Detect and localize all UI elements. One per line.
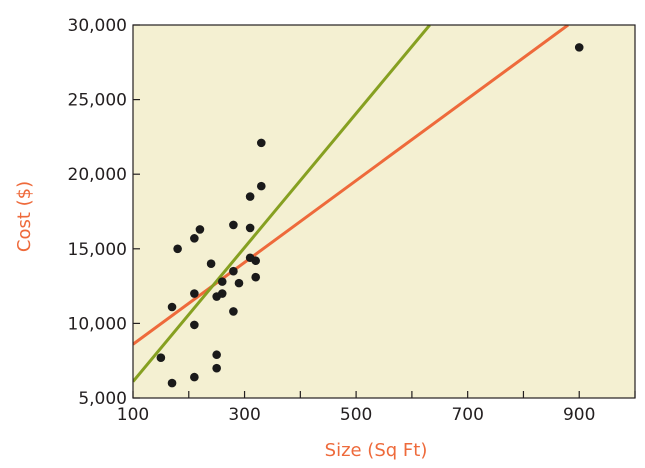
data-point xyxy=(212,350,221,360)
data-point xyxy=(229,266,238,276)
y-axis-label: Cost ($) xyxy=(14,181,35,252)
y-tick-label: 30,000 xyxy=(68,16,127,36)
x-tick-label: 500 xyxy=(340,405,372,425)
x-axis-label: Size (Sq Ft) xyxy=(325,440,428,461)
data-point xyxy=(212,363,221,373)
y-tick-label: 25,000 xyxy=(68,91,127,111)
x-axis: 100 300 500 700 900 xyxy=(117,391,636,425)
data-point xyxy=(251,256,261,266)
data-point xyxy=(217,277,227,286)
data-point xyxy=(156,353,166,363)
data-point xyxy=(245,223,255,233)
data-point xyxy=(245,192,255,201)
data-point xyxy=(256,138,266,148)
y-axis: 5,000 10,000 15,000 20,000 25,000 30,000 xyxy=(68,16,140,409)
data-point xyxy=(251,272,261,282)
y-tick-label: 5,000 xyxy=(78,389,127,409)
data-point xyxy=(190,372,199,382)
data-point xyxy=(190,234,199,243)
data-points xyxy=(156,43,584,388)
trend-lines xyxy=(133,25,569,383)
data-point xyxy=(217,289,227,298)
data-point xyxy=(195,225,205,234)
plot-frame xyxy=(132,24,636,399)
y-tick-label: 15,000 xyxy=(68,240,127,260)
orange-trend-line xyxy=(133,25,569,346)
data-point xyxy=(256,181,266,191)
data-point xyxy=(173,244,182,254)
data-point xyxy=(190,320,199,330)
x-tick-label: 900 xyxy=(563,405,595,425)
data-point xyxy=(190,289,199,298)
green-trend-line xyxy=(133,25,431,383)
x-tick-label: 100 xyxy=(117,405,149,425)
x-tick-label: 700 xyxy=(451,405,483,425)
data-point xyxy=(234,278,244,288)
data-point xyxy=(574,43,584,52)
y-tick-label: 20,000 xyxy=(68,165,127,185)
data-point xyxy=(167,378,177,388)
y-tick-label: 10,000 xyxy=(68,314,127,334)
data-point xyxy=(206,259,216,269)
x-tick-label: 300 xyxy=(228,405,260,425)
plot-area xyxy=(133,25,635,398)
data-point xyxy=(229,220,238,230)
data-point xyxy=(167,302,177,312)
data-point xyxy=(229,307,238,316)
